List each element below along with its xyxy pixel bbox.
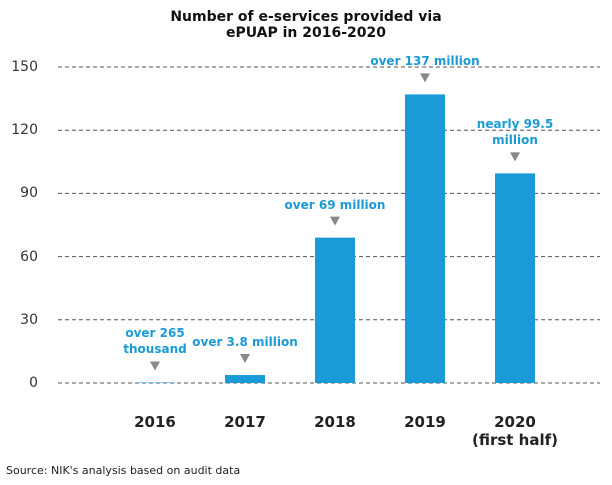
source-note: Source: NIK's analysis based on audit da… [6, 464, 241, 477]
value-label: over 265 thousand [123, 326, 187, 357]
marker-arrow [420, 73, 430, 83]
y-tick-label: 150 [11, 59, 38, 75]
bar [495, 173, 535, 383]
x-tick-label: 2019 [404, 413, 446, 431]
y-tick-label: 120 [11, 122, 38, 139]
y-tick-label: 30 [20, 311, 38, 328]
chart-title: Number of e-services provided via ePUAP … [170, 9, 442, 41]
bar [135, 382, 175, 383]
marker-arrow [330, 216, 340, 226]
value-label: nearly 99.5 million [476, 117, 554, 148]
marker-arrow [510, 152, 520, 162]
x-tick-label: 2020 (first half) [471, 413, 559, 449]
x-tick-label: 2018 [314, 413, 356, 431]
bar [225, 374, 265, 383]
value-label: over 3.8 million [192, 334, 298, 349]
value-label: over 69 million [284, 197, 386, 212]
x-tick-label: 2016 [134, 413, 176, 431]
marker-arrow [240, 353, 250, 363]
marker-arrow [150, 361, 160, 371]
y-tick-label: 60 [20, 248, 38, 265]
x-tick-label: 2017 [224, 413, 266, 431]
value-label: over 137 million [370, 54, 480, 69]
bar [405, 94, 445, 384]
y-tick-label: 90 [20, 185, 38, 202]
bar [315, 237, 355, 383]
y-tick-label: 0 [29, 375, 38, 391]
